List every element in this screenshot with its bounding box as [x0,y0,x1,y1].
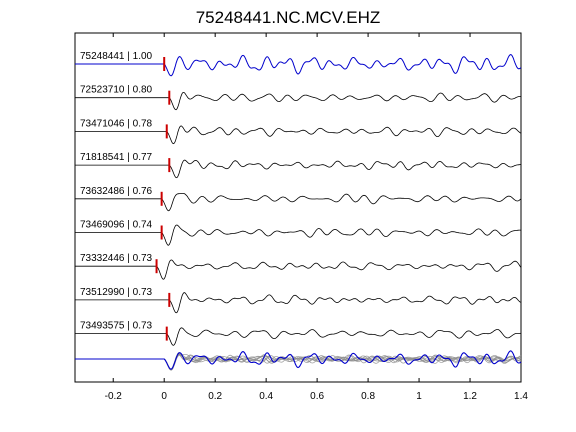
pick-markers [155,57,171,341]
overlay-trace [75,350,522,370]
trace-label: 73471046 | 0.78 [80,118,153,129]
trace-line [75,259,522,280]
trace-label: 73493575 | 0.73 [80,321,153,332]
trace-stack [75,54,522,346]
trace-line [75,224,522,246]
trace-label: 73332446 | 0.73 [80,253,153,264]
trace-line [75,159,522,179]
trace-line [75,193,522,212]
x-tick-label: 0 [161,391,167,402]
trace-line [75,292,522,314]
trace-line [75,92,521,111]
x-axis: -0.2 0 0.2 0.4 0.6 0.8 1 1.2 1.4 [105,33,528,402]
x-tick-label: 1.4 [514,391,528,402]
x-tick-label: 1 [416,391,422,402]
trace-label: 72523710 | 0.80 [80,85,153,96]
x-tick-label: 0.2 [208,391,222,402]
overlay-stack [75,350,522,371]
trace-line [75,327,522,346]
chart-title: 75248441.NC.MCV.EHZ [196,8,381,27]
trace-label: 75248441 | 1.00 [80,51,153,62]
trace-labels: 75248441 | 1.00 72523710 | 0.80 73471046 |… [80,51,153,332]
x-tick-label: 0.8 [361,391,375,402]
trace-label: 73632486 | 0.76 [80,186,153,197]
x-tick-label: 0.4 [259,391,273,402]
trace-line [75,54,522,77]
trace-label: 71818541 | 0.77 [80,152,153,163]
plot-frame [74,32,522,383]
trace-label: 73512990 | 0.73 [80,287,153,298]
x-tick-label: 1.2 [463,391,477,402]
x-tick-label: -0.2 [105,391,123,402]
trace-label: 73469096 | 0.74 [80,220,153,231]
x-tick-label: 0.6 [310,391,324,402]
trace-line [75,125,522,145]
